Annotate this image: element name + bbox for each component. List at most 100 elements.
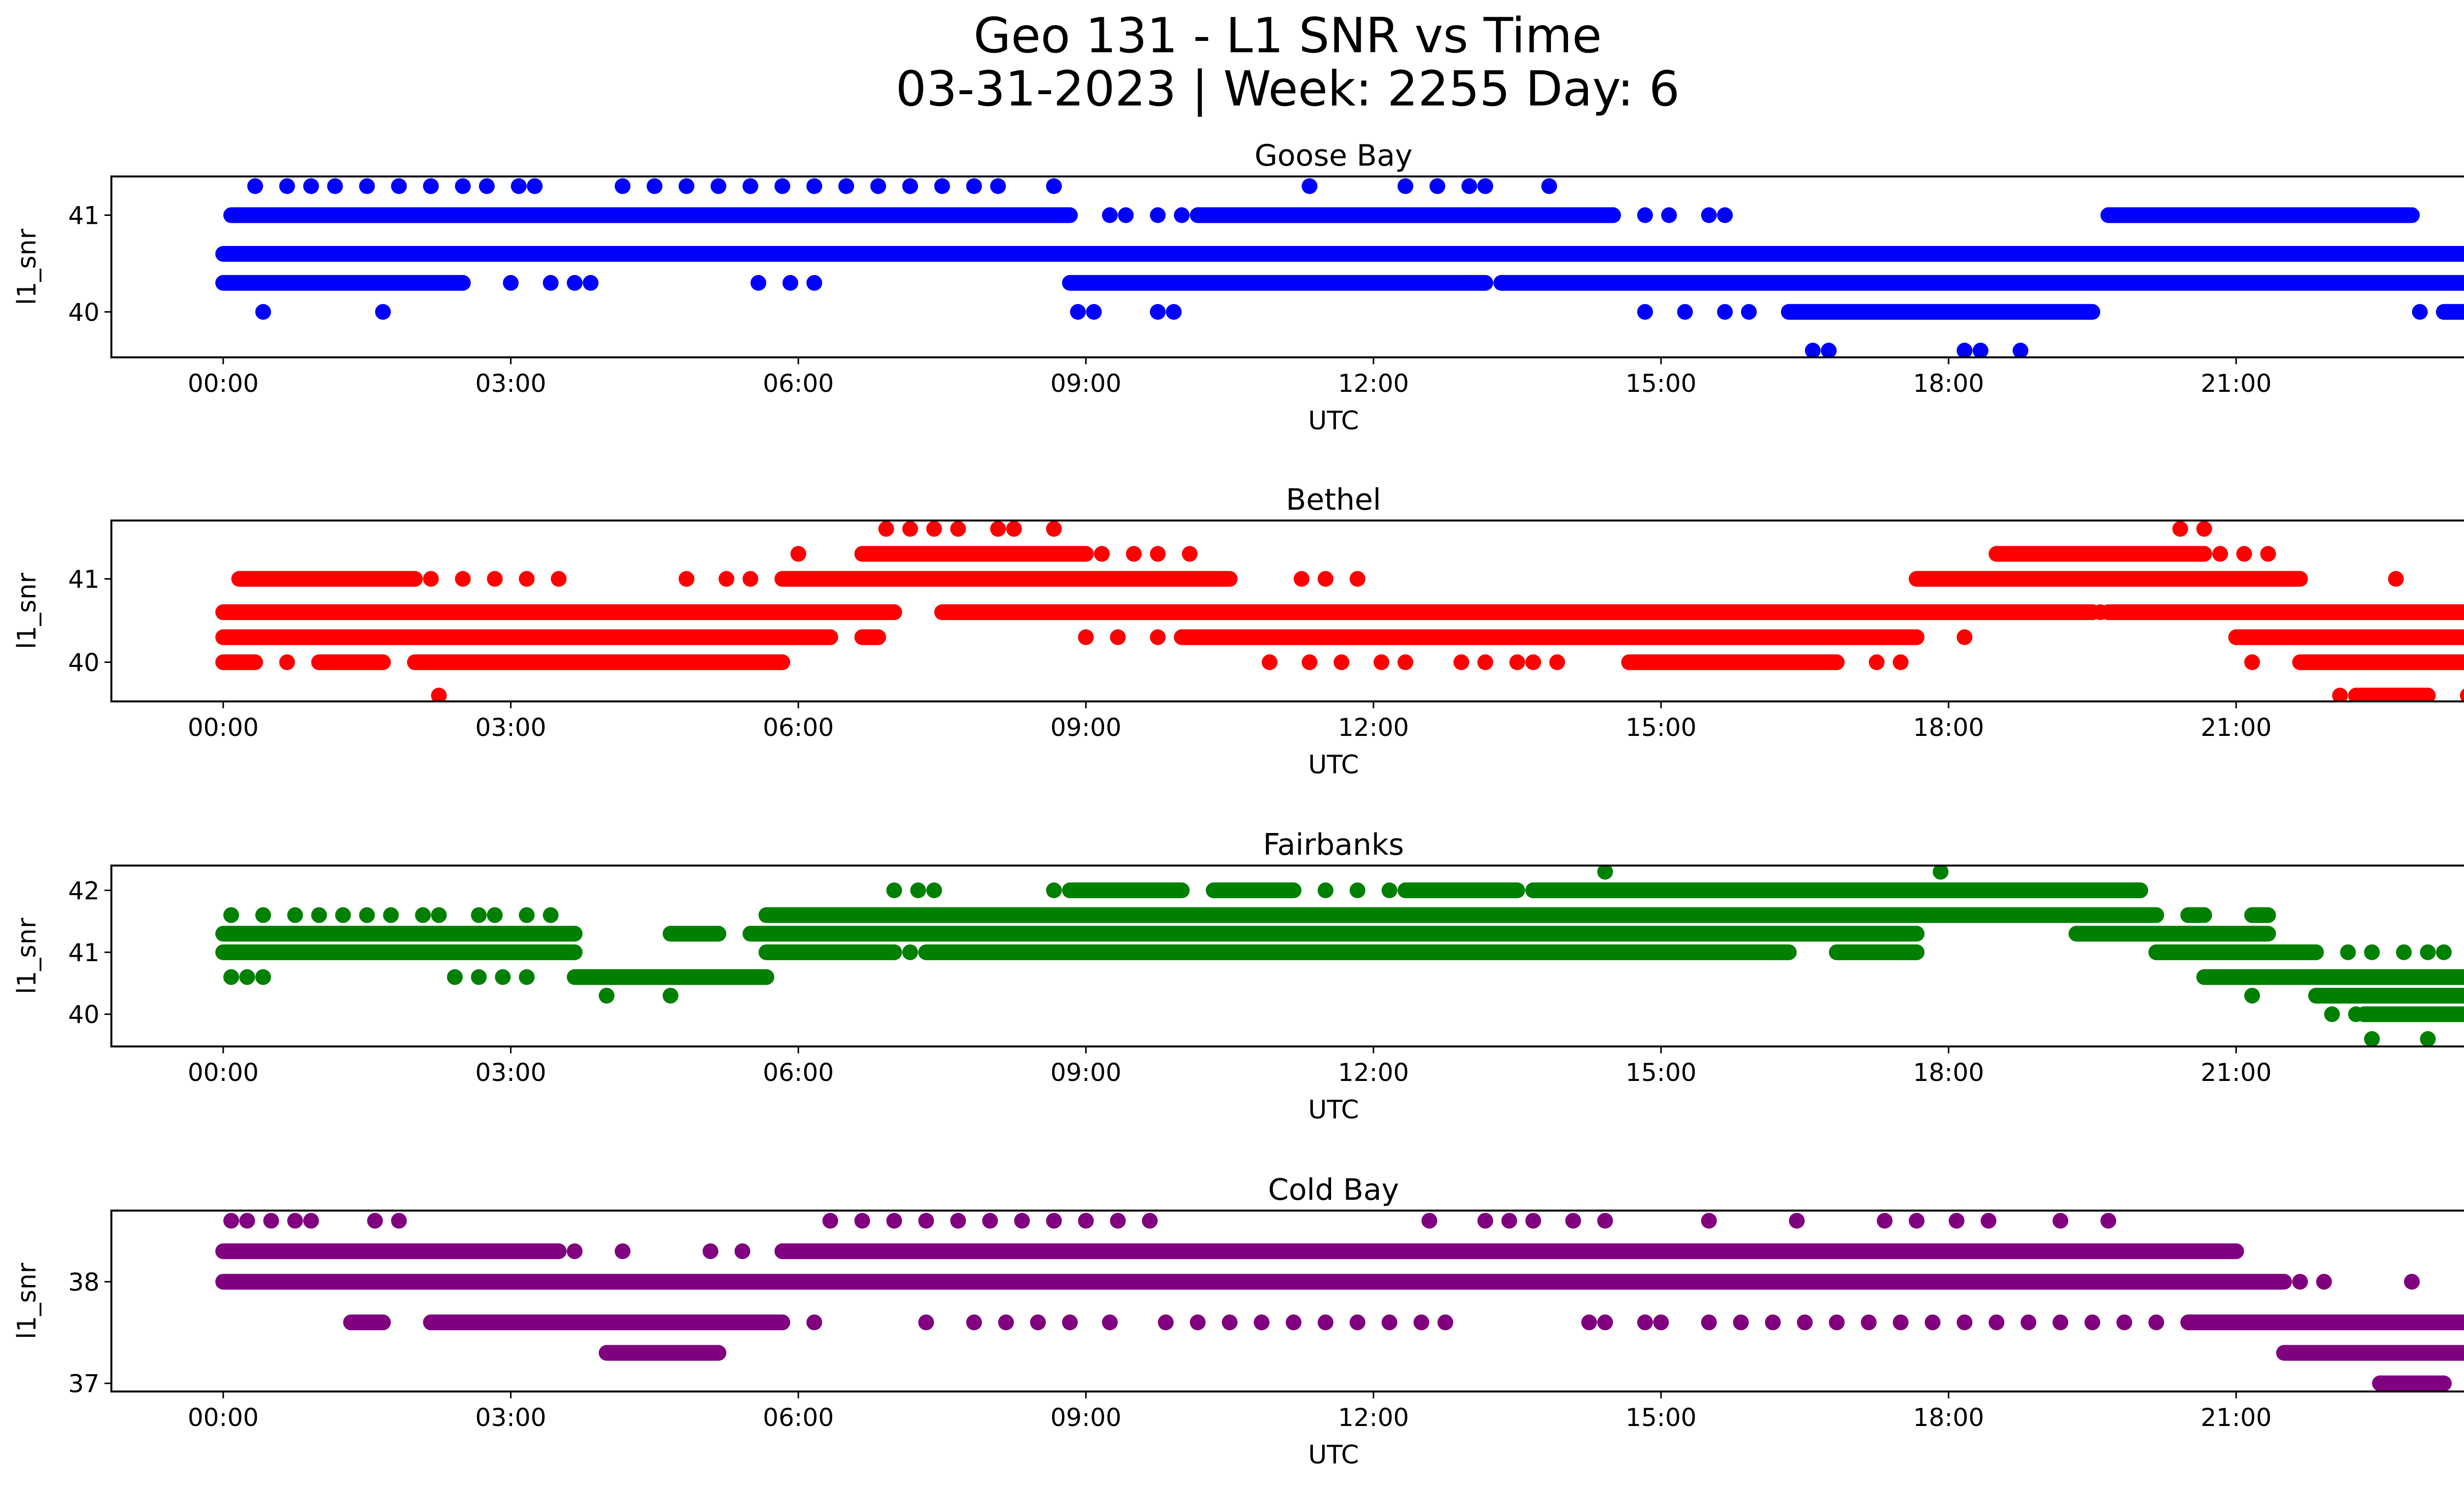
data-point	[742, 571, 758, 587]
data-point	[2388, 571, 2404, 587]
data-point	[1078, 1213, 1094, 1229]
y-tick-label: 41	[68, 939, 100, 967]
x-tick-label: 03:00	[475, 713, 546, 742]
data-point	[1334, 654, 1350, 670]
data-point	[1789, 1213, 1805, 1229]
data-point	[423, 178, 439, 194]
data-point	[1254, 1314, 1270, 1330]
data-point	[1046, 521, 1062, 537]
x-tick-label: 06:00	[763, 369, 834, 398]
suptitle-line-2: 03-31-2023 | Week: 2255 Day: 6	[895, 61, 1680, 117]
data-point	[774, 178, 790, 194]
data-point	[1094, 546, 1110, 562]
data-point	[1110, 629, 1126, 645]
data-point	[255, 907, 271, 923]
data-point	[1046, 882, 1062, 899]
data-point	[1717, 304, 1733, 320]
data-point	[598, 987, 615, 1004]
data-point	[255, 969, 271, 985]
data-point	[1820, 343, 1837, 357]
data-point	[2436, 944, 2452, 960]
data-point	[518, 571, 535, 587]
data-point	[2292, 1274, 2308, 1290]
data-point	[1317, 1314, 1334, 1330]
x-tick-label: 21:00	[2201, 369, 2272, 398]
data-point	[1413, 1314, 1430, 1330]
data-point	[1190, 1314, 1206, 1330]
data-layer	[215, 1213, 2464, 1391]
data-point	[2196, 521, 2212, 537]
data-point	[2412, 304, 2428, 320]
x-axis-label: UTC	[1308, 750, 1359, 780]
data-point	[950, 1213, 966, 1229]
x-tick-label: 18:00	[1913, 1403, 1984, 1432]
x-tick-label: 12:00	[1338, 1058, 1409, 1087]
data-point	[2332, 688, 2348, 701]
x-tick-label: 06:00	[763, 713, 834, 742]
data-point	[1030, 1314, 1046, 1330]
y-tick-label: 40	[68, 649, 100, 677]
data-point	[359, 907, 375, 923]
data-point	[1118, 207, 1134, 223]
data-point	[1165, 304, 1182, 320]
y-axis-label: l1_snr	[12, 1262, 42, 1339]
data-point	[926, 521, 942, 537]
data-point	[1909, 1213, 1925, 1229]
data-point	[1637, 1314, 1653, 1330]
data-point	[742, 178, 758, 194]
data-point	[518, 907, 535, 923]
data-point	[1549, 654, 1565, 670]
data-point	[223, 907, 240, 923]
data-point	[2053, 1314, 2069, 1330]
data-point	[1294, 571, 1310, 587]
data-point	[2404, 1274, 2420, 1290]
data-point	[311, 907, 327, 923]
data-point	[1701, 1314, 1717, 1330]
x-tick-label: 00:00	[188, 369, 259, 398]
data-point	[1717, 207, 1733, 223]
data-point	[446, 969, 463, 985]
x-tick-label: 15:00	[1626, 1058, 1697, 1087]
data-point	[1605, 944, 1621, 960]
x-tick-label: 00:00	[188, 1058, 259, 1087]
data-point	[1597, 1314, 1613, 1330]
x-tick-label: 15:00	[1626, 713, 1697, 742]
data-point	[1877, 1213, 1893, 1229]
x-tick-label: 03:00	[475, 1058, 546, 1087]
data-point	[1637, 304, 1653, 320]
data-point	[2053, 1213, 2069, 1229]
data-point	[1949, 1213, 1965, 1229]
data-point	[567, 275, 583, 291]
data-point	[854, 1213, 870, 1229]
data-point	[1078, 629, 1094, 645]
data-point	[383, 907, 399, 923]
data-point	[679, 571, 695, 587]
x-tick-label: 12:00	[1338, 713, 1409, 742]
data-point	[2260, 546, 2276, 562]
data-point	[647, 178, 663, 194]
data-point	[1150, 304, 1166, 320]
x-tick-label: 21:00	[2201, 713, 2272, 742]
data-point	[886, 1213, 902, 1229]
data-point	[1222, 1314, 1238, 1330]
plot-frame	[110, 865, 2464, 1047]
data-point	[806, 275, 822, 291]
data-point	[806, 1314, 822, 1330]
data-layer	[215, 866, 2464, 1046]
data-point	[527, 178, 543, 194]
x-tick-label: 06:00	[763, 1058, 834, 1087]
data-point	[1861, 1314, 1877, 1330]
data-point	[1046, 1213, 1062, 1229]
data-point	[1317, 882, 1334, 899]
data-point	[2100, 1213, 2117, 1229]
data-point	[1765, 1314, 1781, 1330]
x-tick-label: 03:00	[475, 1403, 546, 1432]
data-point	[2420, 1031, 2436, 1046]
x-tick-label: 06:00	[763, 1403, 834, 1432]
data-point	[543, 907, 559, 923]
subplot-title: Cold Bay	[1268, 1173, 1399, 1207]
x-tick-label: 09:00	[1050, 1403, 1121, 1432]
data-point	[367, 1213, 383, 1229]
data-point	[2324, 1006, 2340, 1022]
